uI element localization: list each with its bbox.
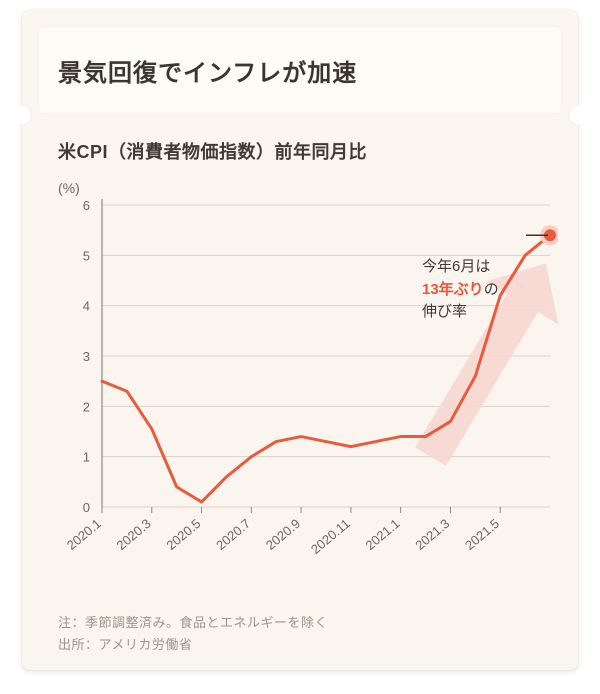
footnote-note: 注：季節調整済み。食品とエネルギーを除く	[58, 612, 328, 631]
svg-text:2020.3: 2020.3	[114, 516, 154, 553]
svg-text:2: 2	[83, 399, 90, 414]
svg-text:2021.5: 2021.5	[462, 516, 502, 553]
svg-text:2020.1: 2020.1	[64, 516, 104, 553]
card-title: 景気回復でインフレが加速	[58, 53, 357, 88]
svg-text:0: 0	[83, 500, 90, 515]
svg-text:6: 6	[83, 198, 90, 213]
svg-text:2020.9: 2020.9	[263, 516, 303, 553]
chart-card: 景気回復でインフレが加速 米CPI（消費者物価指数）前年同月比 (%) 0123…	[22, 10, 578, 670]
chart-svg: 01234562020.12020.32020.52020.72020.9202…	[58, 175, 558, 595]
footnote-source: 出所：アメリカ労働省	[58, 634, 192, 653]
annot-strong: 13年ぶり	[422, 281, 484, 298]
annot-tail: の	[484, 281, 499, 298]
svg-text:2021.3: 2021.3	[412, 516, 452, 553]
svg-text:2020.5: 2020.5	[163, 516, 203, 553]
svg-text:2020.7: 2020.7	[213, 516, 253, 553]
annot-line3: 伸び率	[422, 303, 467, 320]
svg-text:2020.11: 2020.11	[308, 516, 353, 557]
svg-text:1: 1	[83, 450, 90, 465]
svg-text:2021.1: 2021.1	[362, 516, 402, 553]
chart-subtitle: 米CPI（消費者物価指数）前年同月比	[58, 138, 367, 164]
annot-line1: 今年6月は	[422, 258, 490, 275]
highlight-annotation: 今年6月は 13年ぶりの 伸び率	[422, 256, 499, 324]
title-panel: 景気回復でインフレが加速	[38, 26, 562, 114]
ticket-notch-left	[12, 105, 32, 125]
svg-text:5: 5	[83, 248, 90, 263]
ticket-notch-right	[568, 105, 588, 125]
cpi-line-chart: 01234562020.12020.32020.52020.72020.9202…	[58, 175, 558, 595]
svg-text:4: 4	[83, 299, 90, 314]
svg-text:3: 3	[83, 349, 90, 364]
